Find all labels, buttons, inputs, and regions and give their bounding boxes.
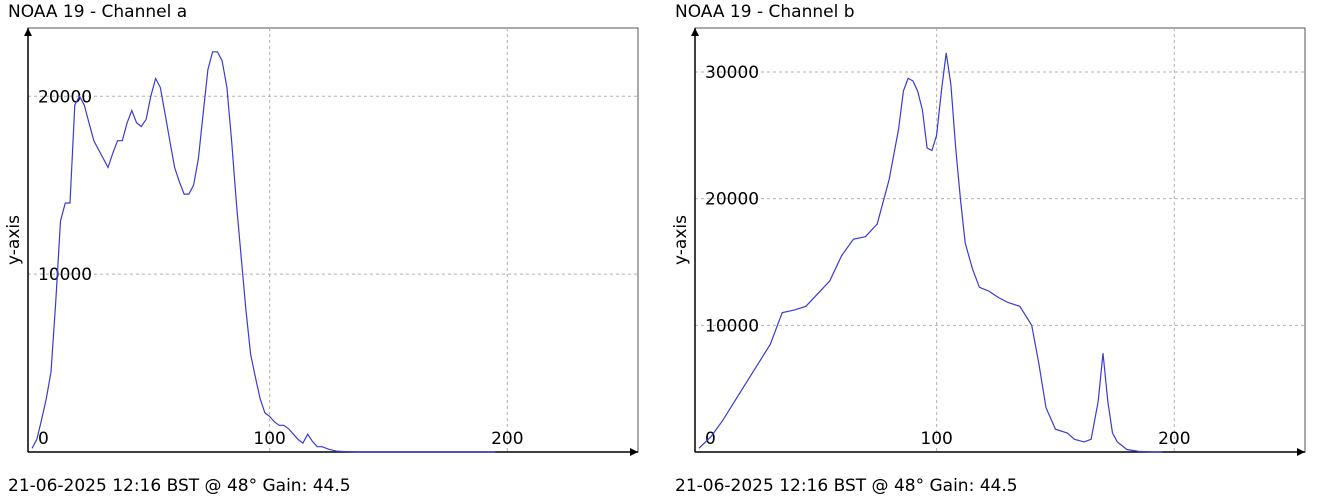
y-tick-label: 30000 xyxy=(705,63,759,83)
x-tick-label: 0 xyxy=(705,429,716,449)
x-tick-label: 200 xyxy=(491,429,523,449)
y-axis-arrow xyxy=(691,28,699,36)
series-line xyxy=(698,52,1163,453)
x-tick-label: 100 xyxy=(920,429,952,449)
y-axis-label: y-axis xyxy=(671,215,691,265)
y-axis-label: y-axis xyxy=(4,215,24,265)
plot-frame xyxy=(27,27,639,453)
chart-panel-b: NOAA 19 - Channel b 0 100 200 10000 20000 300… xyxy=(667,0,1334,500)
chart-title: NOAA 19 - Channel a xyxy=(8,2,188,22)
x-axis-arrow xyxy=(1297,448,1305,456)
chart-panel-a: NOAA 19 - Channel a 0 100 200 10000 20000 y-a… xyxy=(4,2,639,496)
y-tick-label: 10000 xyxy=(705,316,759,336)
x-tick-label: 0 xyxy=(38,429,49,449)
x-axis-arrow xyxy=(630,448,638,456)
chart-plot-b: 0 100 200 10000 20000 30000 y-axis xyxy=(671,27,1306,456)
series-line xyxy=(31,51,496,453)
y-tick-label: 20000 xyxy=(38,87,92,107)
plot-frame xyxy=(694,27,1306,453)
chart-title: NOAA 19 - Channel b xyxy=(675,2,855,22)
x-tick-label: 100 xyxy=(253,429,285,449)
x-tick-label: 200 xyxy=(1158,429,1190,449)
y-tick-label: 10000 xyxy=(38,265,92,285)
y-axis-arrow xyxy=(24,28,32,36)
chart-footer: 21-06-2025 12:16 BST @ 48° Gain: 44.5 xyxy=(8,476,351,496)
y-tick-label: 20000 xyxy=(705,190,759,210)
chart-plot-a: 0 100 200 10000 20000 y-axis xyxy=(4,27,639,456)
chart-footer: 21-06-2025 12:16 BST @ 48° Gain: 44.5 xyxy=(675,476,1018,496)
